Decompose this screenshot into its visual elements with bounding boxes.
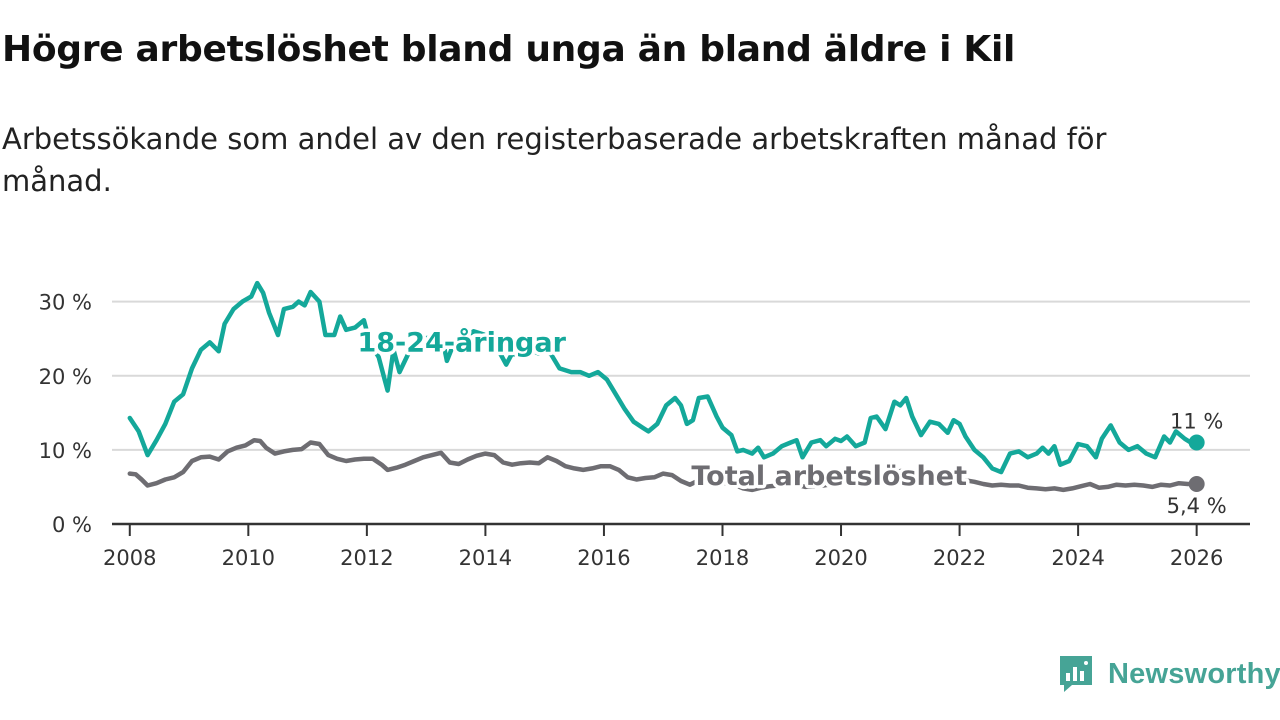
brand-name: Newsworthy [1108, 657, 1280, 690]
series-lines [127, 280, 1199, 493]
endpoint-dot-youth [1188, 434, 1205, 451]
x-tick-label: 2008 [103, 546, 156, 570]
y-axis-ticks: 0 % 10 % 20 % 30 % [39, 291, 92, 537]
series-annotations: 18-24-åringar Total arbetslöshet [354, 323, 971, 495]
end-value-label-total: 5,4 % [1167, 494, 1227, 518]
chart-subtitle: Arbetssökande som andel av den registerb… [2, 122, 1107, 199]
y-tick-label: 10 % [39, 439, 92, 463]
series-line-total [127, 437, 1199, 493]
series-label-youth: 18-24-åringar [357, 326, 566, 358]
series-label-total: Total arbetslöshet [691, 461, 967, 492]
y-tick-label: 0 % [52, 513, 92, 537]
y-tick-label: 20 % [39, 365, 92, 389]
brand: Newsworthy [1058, 654, 1280, 694]
x-tick-label: 2018 [696, 546, 749, 570]
series-line-youth [127, 280, 1199, 475]
x-tick-label: 2010 [222, 546, 275, 570]
x-tick-label: 2014 [459, 546, 512, 570]
x-axis-ticks: 2008 2010 2012 2014 2016 2018 2020 2022 2024 2026 [103, 524, 1223, 570]
x-tick-label: 2016 [577, 546, 630, 570]
end-value-label-youth: 11 % [1170, 409, 1223, 433]
x-tick-label: 2020 [814, 546, 867, 570]
chart-title: Högre arbetslöshet bland unga än bland ä… [2, 29, 1016, 70]
x-tick-label: 2024 [1051, 546, 1104, 570]
series-endpoints: 11 % 5,4 % [1167, 409, 1227, 518]
y-tick-label: 30 % [39, 291, 92, 315]
newsworthy-logo-icon [1060, 656, 1092, 692]
x-tick-label: 2022 [933, 546, 986, 570]
endpoint-dot-total [1188, 475, 1205, 492]
x-tick-label: 2012 [340, 546, 393, 570]
x-tick-label: 2026 [1170, 546, 1223, 570]
